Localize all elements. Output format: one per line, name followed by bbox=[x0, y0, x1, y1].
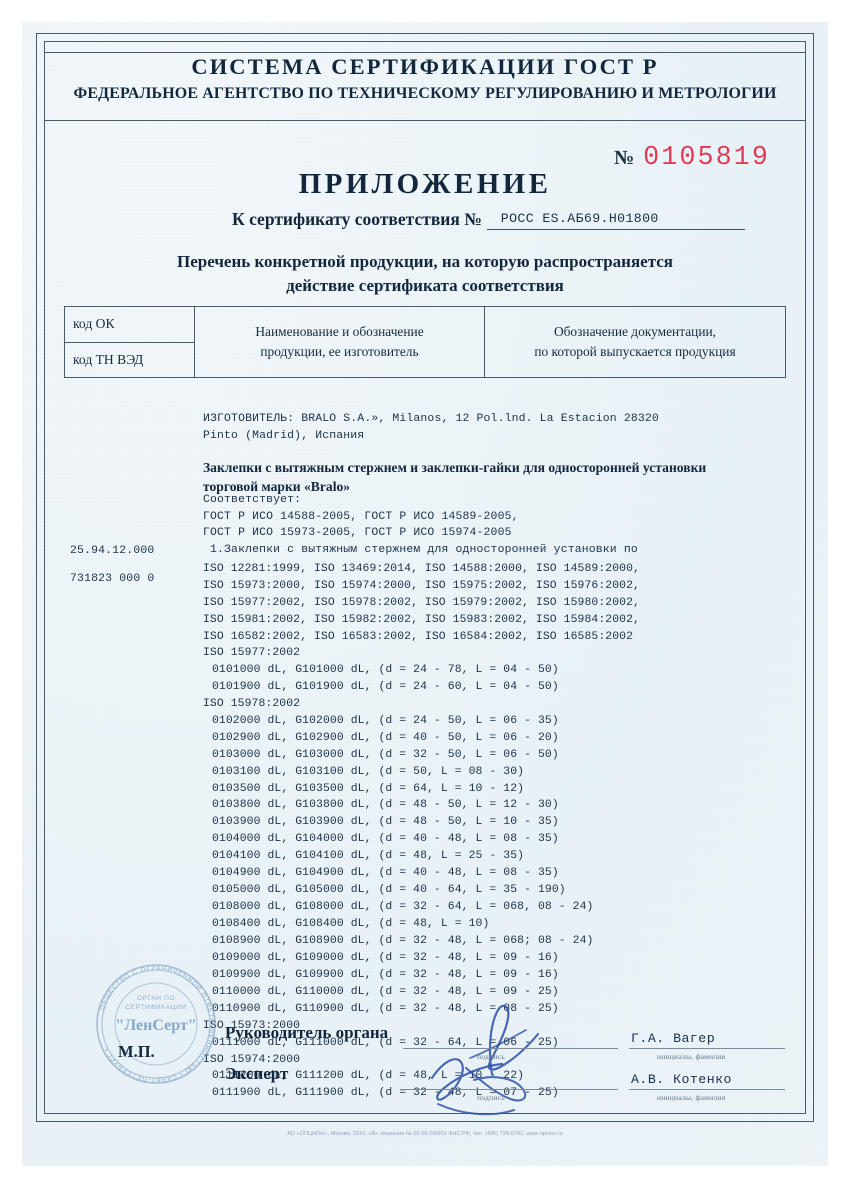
name-caption: инициалы, фамилия bbox=[657, 1052, 726, 1061]
agency-title: ФЕДЕРАЛЬНОЕ АГЕНТСТВО ПО ТЕХНИЧЕСКОМУ РЕ… bbox=[73, 84, 777, 103]
signature-row-director: Руководитель органа подпись Г.А. Вагер и… bbox=[225, 1021, 785, 1063]
stamp-mp-label: М.П. bbox=[118, 1042, 155, 1061]
page-title: ПРИЛОЖЕНИЕ bbox=[298, 168, 552, 200]
product-code-item: 0110000 dL, G110000 dL, (d = 32 - 48, L … bbox=[212, 985, 559, 998]
printer-imprint: АО «ОПЦИОН», Москва, 2016, «В» лицензия … bbox=[287, 1131, 563, 1137]
table-column-codes: код ОК код ТН ВЭД bbox=[65, 307, 195, 377]
serial-number: № 0105819 bbox=[614, 142, 770, 172]
certificate-label: К сертификату соответствия № bbox=[232, 209, 482, 229]
product-code-item: 0104900 dL, G104900 dL, (d = 40 - 48, L … bbox=[212, 867, 559, 880]
signature-role: Эксперт bbox=[225, 1064, 289, 1083]
serial-value: 0105819 bbox=[643, 142, 770, 172]
product-code-item: 0103100 dL, G103100 dL, (d = 50, L = 08 … bbox=[212, 765, 525, 778]
product-code-item: 0108400 dL, G108400 dL, (d = 48, L = 10) bbox=[212, 918, 490, 930]
product-code-list: ISO 15977:2002 0101000 dL, G101000 dL, (d… bbox=[203, 645, 793, 1102]
product-code-item: 0104100 dL, G104100 dL, (d = 48, L = 25 … bbox=[212, 850, 525, 863]
ok-code-value: 25.94.12.000 bbox=[70, 545, 155, 557]
number-sign: № bbox=[614, 147, 635, 169]
product-code-item: 0105000 dL, G105000 dL, (d = 40 - 64, L … bbox=[212, 884, 566, 897]
table-header-documentation: Обозначение документации, по которой вып… bbox=[534, 323, 736, 359]
signatory-name: А.В. Котенко bbox=[631, 1072, 732, 1087]
document-header: СИСТЕМА СЕРТИФИКАЦИИ ГОСТ Р ФЕДЕРАЛЬНОЕ … bbox=[45, 42, 805, 109]
certificate-reference: К сертификату соответствия № РОСС ES.АБ6… bbox=[232, 209, 745, 230]
signature-caption: подпись bbox=[477, 1052, 505, 1061]
product-code-item: 0101900 dL, G101900 dL, (d = 24 - 60, L … bbox=[212, 680, 559, 693]
conformance-standards: Соответствует: ГОСТ Р ИСО 14588-2005, ГО… bbox=[203, 493, 638, 557]
header-rule-bottom bbox=[45, 120, 805, 121]
product-code-item: 0103900 dL, G103900 dL, (d = 48 - 50, L … bbox=[212, 816, 559, 829]
product-name: Заклепки с вытяжным стержнем и заклепки-… bbox=[203, 460, 707, 495]
certificate-value-field: РОСС ES.АБ69.Н01800 bbox=[486, 209, 745, 230]
signature-caption: подпись bbox=[477, 1093, 505, 1102]
document-subtitle: Перечень конкретной продукции, на котору… bbox=[176, 252, 674, 296]
name-caption: инициалы, фамилия bbox=[657, 1093, 726, 1102]
product-group-label: ISO 15978:2002 bbox=[203, 697, 301, 710]
product-code-item: 0109900 dL, G109900 dL, (d = 32 - 48, L … bbox=[212, 968, 559, 981]
product-code-item: 0109000 dL, G109000 dL, (d = 32 - 48, L … bbox=[212, 951, 559, 964]
product-group-label: ISO 15977:2002 bbox=[203, 647, 301, 659]
tnved-code-value: 731823 000 0 bbox=[70, 572, 155, 585]
product-code-item: 0108000 dL, G108000 dL, (d = 32 - 64, L … bbox=[212, 901, 594, 914]
name-line bbox=[629, 1089, 785, 1090]
signature-line bbox=[403, 1089, 618, 1090]
iso-standards-list: ISO 12281:1999, ISO 13469:2014, ISO 1458… bbox=[203, 563, 640, 643]
product-code-item: 0108900 dL, G108900 dL, (d = 32 - 48, L … bbox=[212, 934, 594, 947]
signature-line bbox=[403, 1048, 618, 1049]
product-code-item: 0110900 dL, G110900 dL, (d = 32 - 48, L … bbox=[212, 1002, 559, 1015]
product-code-item: 0102900 dL, G102900 dL, (d = 40 - 50, L … bbox=[212, 731, 559, 744]
product-code-item: 0103500 dL, G103500 dL, (d = 64, L = 10 … bbox=[212, 782, 525, 795]
product-code-item: 0101000 dL, G101000 dL, (d = 24 - 78, L … bbox=[212, 663, 559, 676]
signature-row-expert: Эксперт подпись А.В. Котенко инициалы, ф… bbox=[225, 1062, 785, 1104]
product-code-item: 0104000 dL, G104000 dL, (d = 40 - 48, L … bbox=[212, 833, 559, 846]
header-rule-top bbox=[45, 52, 805, 53]
table-header-ok-code: код ОК bbox=[65, 307, 194, 343]
product-code-item: 0103000 dL, G103000 dL, (d = 32 - 50, L … bbox=[212, 748, 559, 761]
product-table-header: код ОК код ТН ВЭД Наименование и обознач… bbox=[64, 306, 786, 378]
code-column: 25.94.12.000 731823 000 0 bbox=[70, 538, 154, 594]
table-header-product-name: Наименование и обозначение продукции, ее… bbox=[195, 307, 485, 377]
product-code-item: 0103800 dL, G103800 dL, (d = 48 - 50, L … bbox=[212, 799, 559, 812]
certificate-number: РОСС ES.АБ69.Н01800 bbox=[500, 211, 659, 226]
signatory-name: Г.А. Вагер bbox=[631, 1031, 716, 1046]
manufacturer-info: ИЗГОТОВИТЕЛЬ: BRALO S.A.», Milanos, 12 P… bbox=[203, 412, 659, 442]
table-header-tnved-code: код ТН ВЭД bbox=[73, 351, 144, 367]
frame-outer-border bbox=[36, 33, 814, 1122]
frame-inner-border bbox=[44, 41, 806, 1114]
name-line bbox=[629, 1048, 785, 1049]
signature-role: Руководитель органа bbox=[225, 1023, 389, 1042]
product-code-item: 0102000 dL, G102000 dL, (d = 24 - 50, L … bbox=[212, 714, 559, 727]
system-title: СИСТЕМА СЕРТИФИКАЦИИ ГОСТ Р bbox=[191, 54, 659, 79]
